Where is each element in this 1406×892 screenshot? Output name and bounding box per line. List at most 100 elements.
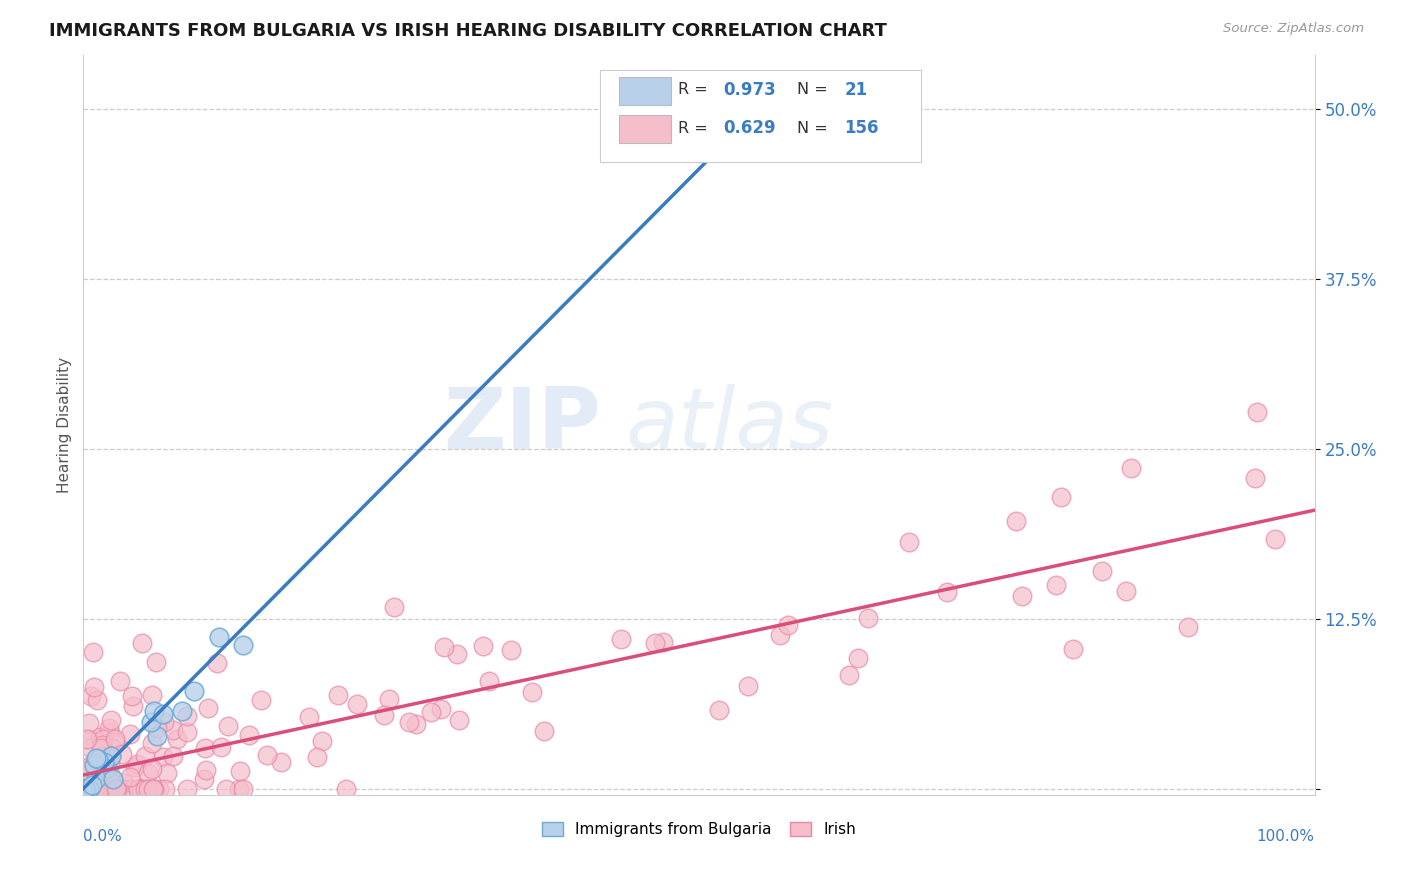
Point bbox=[139, 714, 162, 729]
FancyBboxPatch shape bbox=[619, 77, 671, 104]
Point bbox=[143, 781, 166, 796]
Point bbox=[1049, 490, 1071, 504]
Text: R =: R = bbox=[678, 121, 713, 136]
Point bbox=[105, 781, 128, 796]
Text: Source: ZipAtlas.com: Source: ZipAtlas.com bbox=[1223, 22, 1364, 36]
Point bbox=[96, 781, 118, 796]
Point bbox=[176, 725, 198, 739]
Point bbox=[90, 741, 112, 756]
Point bbox=[398, 714, 420, 729]
Text: 100.0%: 100.0% bbox=[1257, 829, 1315, 844]
Point bbox=[76, 731, 98, 746]
Point bbox=[433, 640, 456, 655]
Point bbox=[232, 638, 254, 652]
Point bbox=[83, 781, 105, 796]
Point bbox=[100, 781, 122, 796]
Point bbox=[87, 768, 110, 782]
Point bbox=[153, 781, 176, 796]
Point bbox=[80, 781, 103, 796]
Point bbox=[311, 733, 333, 747]
Point bbox=[80, 741, 103, 756]
Point bbox=[108, 673, 131, 688]
Point bbox=[75, 781, 97, 796]
Point bbox=[93, 781, 115, 796]
Point bbox=[935, 585, 957, 599]
Point bbox=[176, 781, 198, 796]
Point bbox=[97, 770, 120, 784]
Point bbox=[141, 736, 163, 750]
Text: N =: N = bbox=[797, 82, 834, 97]
Point bbox=[499, 643, 522, 657]
Point bbox=[533, 724, 555, 739]
Point bbox=[83, 680, 105, 694]
Point bbox=[1091, 564, 1114, 578]
Point bbox=[97, 721, 120, 735]
Point bbox=[707, 703, 730, 717]
Point bbox=[82, 781, 104, 796]
Point bbox=[82, 777, 104, 791]
Point bbox=[446, 647, 468, 661]
Point bbox=[307, 750, 329, 764]
Point bbox=[162, 749, 184, 764]
Point bbox=[1121, 461, 1143, 475]
Point bbox=[112, 776, 135, 790]
Point bbox=[141, 688, 163, 702]
Point bbox=[250, 692, 273, 706]
Point bbox=[298, 710, 321, 724]
Point bbox=[152, 707, 174, 722]
Point bbox=[231, 781, 253, 796]
Point bbox=[104, 731, 127, 746]
Point bbox=[1246, 405, 1268, 419]
Point bbox=[101, 741, 124, 756]
Point bbox=[898, 535, 921, 549]
Point bbox=[118, 781, 141, 796]
Point bbox=[118, 770, 141, 784]
Point bbox=[134, 748, 156, 763]
Point bbox=[86, 693, 108, 707]
Point bbox=[124, 760, 146, 774]
Point bbox=[100, 748, 122, 763]
Point bbox=[194, 763, 217, 777]
Text: IMMIGRANTS FROM BULGARIA VS IRISH HEARING DISABILITY CORRELATION CHART: IMMIGRANTS FROM BULGARIA VS IRISH HEARIN… bbox=[49, 22, 887, 40]
Point bbox=[145, 655, 167, 669]
Point bbox=[1264, 533, 1286, 547]
Point bbox=[737, 679, 759, 693]
Point bbox=[121, 698, 143, 713]
Point bbox=[136, 781, 159, 796]
Point bbox=[194, 741, 217, 756]
Point bbox=[208, 631, 231, 645]
Point bbox=[769, 628, 792, 642]
Text: R =: R = bbox=[678, 82, 713, 97]
Point bbox=[1045, 578, 1067, 592]
Point bbox=[75, 764, 97, 778]
Point bbox=[134, 781, 156, 796]
Point bbox=[1062, 641, 1084, 656]
Point bbox=[91, 738, 114, 752]
Point bbox=[142, 781, 165, 796]
Point bbox=[96, 761, 118, 775]
Point bbox=[82, 645, 104, 659]
Point bbox=[1115, 583, 1137, 598]
Point bbox=[270, 755, 292, 769]
Point bbox=[107, 781, 129, 796]
Point bbox=[142, 704, 165, 718]
Y-axis label: Hearing Disability: Hearing Disability bbox=[58, 357, 72, 493]
Point bbox=[166, 731, 188, 746]
Point bbox=[104, 735, 127, 749]
Point bbox=[98, 781, 121, 796]
Point bbox=[183, 683, 205, 698]
Point bbox=[420, 706, 443, 720]
Point bbox=[141, 762, 163, 776]
Point bbox=[93, 755, 115, 769]
Text: 21: 21 bbox=[844, 81, 868, 99]
Point bbox=[129, 781, 152, 796]
Point bbox=[256, 748, 278, 763]
Point bbox=[152, 715, 174, 730]
Point bbox=[100, 748, 122, 763]
Text: 0.973: 0.973 bbox=[724, 81, 776, 99]
Point bbox=[207, 657, 229, 671]
Point bbox=[79, 781, 101, 796]
Point bbox=[522, 684, 544, 698]
Point bbox=[152, 750, 174, 764]
Point bbox=[83, 764, 105, 778]
